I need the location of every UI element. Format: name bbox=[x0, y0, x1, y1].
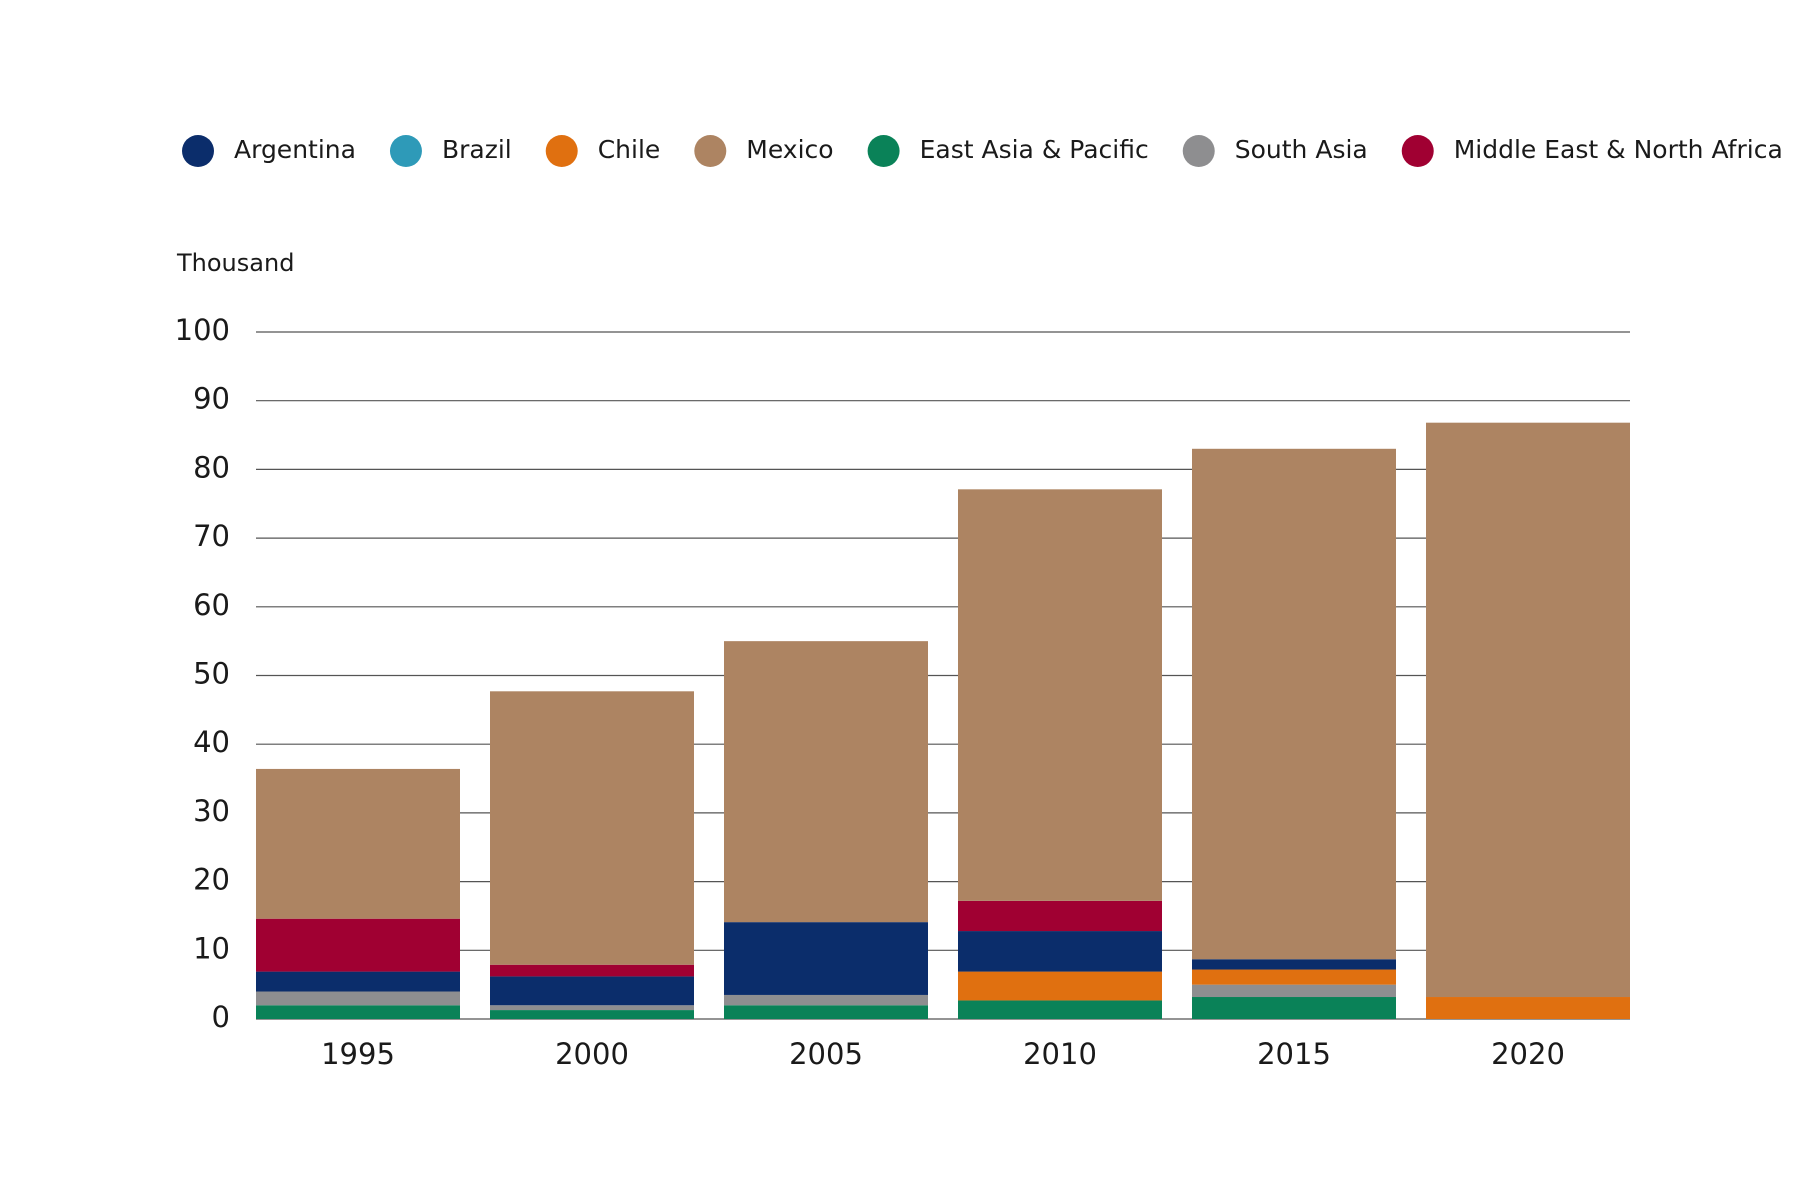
x-tick-label: 2005 bbox=[789, 1037, 863, 1071]
y-tick-label: 40 bbox=[193, 725, 230, 759]
bar-segment bbox=[490, 1005, 694, 1011]
y-tick-label: 0 bbox=[212, 1000, 230, 1034]
legend-marker bbox=[1401, 135, 1434, 167]
bar-segment bbox=[490, 691, 694, 965]
bar-segment bbox=[1192, 997, 1396, 1019]
legend-label: Mexico bbox=[746, 135, 833, 164]
legend-marker bbox=[545, 135, 578, 167]
x-tick-label: 2000 bbox=[555, 1037, 629, 1071]
x-tick-label: 2020 bbox=[1491, 1037, 1565, 1071]
bar-segment bbox=[1192, 959, 1396, 970]
bar-segment bbox=[958, 900, 1162, 932]
bar-segment bbox=[490, 1010, 694, 1019]
bar-segment bbox=[724, 922, 928, 995]
bar-segment bbox=[724, 641, 928, 923]
y-tick-label: 70 bbox=[193, 519, 230, 553]
bar-segment bbox=[724, 1005, 928, 1019]
bar-segment bbox=[256, 971, 460, 992]
y-tick-label: 90 bbox=[193, 382, 230, 416]
bar-segment bbox=[1426, 422, 1630, 998]
legend-marker bbox=[694, 135, 727, 167]
x-tick-label: 2015 bbox=[1257, 1037, 1331, 1071]
bar-segment bbox=[1192, 969, 1396, 985]
bar-segment bbox=[490, 964, 694, 977]
legend-label: Chile bbox=[598, 135, 661, 164]
legend-marker bbox=[389, 135, 422, 167]
legend-label: Middle East & North Africa bbox=[1454, 135, 1783, 164]
legend-label: Argentina bbox=[234, 135, 356, 164]
legend-label: South Asia bbox=[1235, 135, 1368, 164]
y-tick-label: 80 bbox=[193, 450, 230, 484]
legend-label: Brazil bbox=[442, 135, 512, 164]
y-tick-label: 50 bbox=[193, 657, 230, 691]
bar-segment bbox=[958, 971, 1162, 1001]
bar-segment bbox=[1192, 984, 1396, 998]
y-tick-label: 30 bbox=[193, 794, 230, 828]
bar-segment bbox=[958, 489, 1162, 901]
legend-label: East Asia & Pacific bbox=[920, 135, 1149, 164]
y-tick-label: 20 bbox=[193, 863, 230, 897]
y-tick-label: 10 bbox=[193, 931, 230, 965]
y-tick-label: 100 bbox=[175, 313, 230, 347]
bar-segment bbox=[490, 976, 694, 1006]
bar-segment bbox=[256, 1005, 460, 1019]
bar-segment bbox=[256, 918, 460, 972]
bar-segment bbox=[958, 1000, 1162, 1019]
bar-segment bbox=[958, 931, 1162, 972]
y-tick-label: 60 bbox=[193, 588, 230, 622]
bar-segment bbox=[256, 768, 460, 919]
legend-marker bbox=[1182, 135, 1215, 167]
y-axis-label: Thousand bbox=[176, 249, 294, 277]
bar-segment bbox=[724, 994, 928, 1006]
legend-marker bbox=[182, 135, 214, 167]
bar-segment bbox=[1426, 997, 1630, 1019]
bar-segment bbox=[256, 991, 460, 1006]
bar-segment bbox=[1192, 448, 1396, 960]
x-tick-label: 1995 bbox=[321, 1037, 395, 1071]
x-tick-label: 2010 bbox=[1023, 1037, 1097, 1071]
legend-marker bbox=[867, 135, 900, 167]
